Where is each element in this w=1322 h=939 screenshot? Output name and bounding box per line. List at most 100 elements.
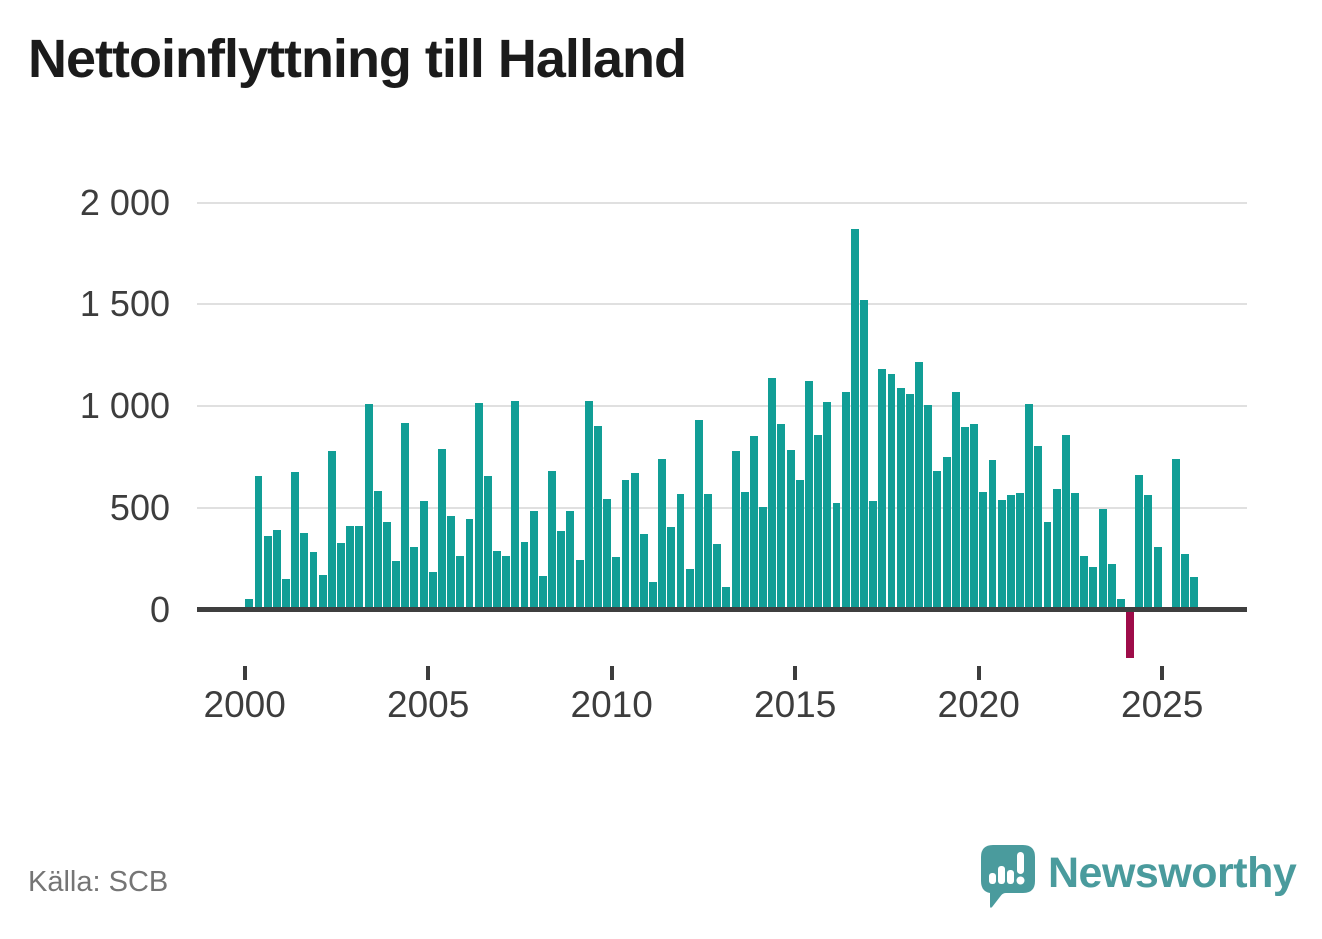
bar	[786, 450, 795, 610]
bar	[1080, 555, 1089, 610]
bar	[878, 369, 887, 610]
bar	[915, 362, 923, 610]
bar	[318, 575, 327, 610]
bar	[676, 493, 685, 610]
bar	[300, 533, 309, 610]
bar	[557, 530, 566, 610]
bar	[933, 471, 942, 610]
bar	[841, 392, 850, 610]
bar	[979, 491, 988, 610]
bar	[337, 543, 345, 610]
bar	[382, 521, 391, 610]
bar	[254, 476, 263, 610]
bar	[768, 377, 777, 610]
bar	[960, 426, 969, 610]
bar	[759, 506, 768, 610]
newsworthy-logo-icon	[981, 845, 1035, 908]
x-axis-tick	[426, 666, 431, 680]
bar	[309, 551, 318, 610]
bar	[1116, 598, 1125, 610]
x-axis-label: 2025	[1121, 684, 1204, 725]
bar	[1181, 554, 1190, 610]
y-axis-label: 2 000	[79, 181, 170, 223]
bar	[1153, 547, 1162, 610]
bar	[814, 435, 823, 610]
bar	[272, 530, 281, 610]
bar	[1135, 475, 1144, 610]
bar	[1071, 493, 1079, 610]
bar	[749, 436, 758, 610]
bar	[566, 511, 575, 610]
bar	[832, 503, 841, 610]
bar	[603, 498, 612, 610]
bar	[392, 560, 401, 610]
bar	[1061, 435, 1070, 610]
gridline	[197, 201, 1247, 204]
x-axis-line	[197, 607, 1247, 612]
chart-title: Nettoinflyttning till Halland	[28, 29, 687, 89]
x-axis-tick	[976, 666, 981, 680]
bar	[1006, 494, 1015, 610]
bar	[997, 500, 1006, 610]
bar	[1043, 521, 1052, 610]
bar	[713, 543, 722, 610]
x-axis-label: 2000	[203, 684, 286, 725]
bar	[639, 533, 648, 610]
y-axis-label: 500	[109, 486, 170, 528]
bar	[805, 380, 813, 610]
x-axis-label: 2005	[387, 684, 470, 725]
bar	[373, 491, 382, 610]
bar	[327, 450, 336, 610]
x-axis-label: 2020	[937, 684, 1020, 725]
y-axis-label: 1 000	[79, 385, 170, 426]
gridline	[197, 506, 1247, 509]
brand-footer: Newsworthy	[980, 844, 1297, 910]
bar	[1190, 576, 1199, 610]
bar	[924, 404, 933, 610]
bar	[777, 424, 786, 610]
bar	[474, 403, 483, 610]
bar	[740, 492, 749, 610]
bar	[364, 403, 373, 610]
bar	[1107, 564, 1116, 610]
bar	[1172, 458, 1180, 610]
bar	[529, 510, 538, 610]
bar	[1025, 403, 1034, 610]
bar	[419, 501, 428, 610]
bar	[951, 392, 960, 610]
bar	[970, 424, 979, 610]
bar	[1034, 445, 1043, 610]
bar	[1098, 509, 1107, 610]
gridline	[197, 405, 1247, 407]
bar	[795, 480, 804, 610]
bar	[823, 401, 832, 610]
bar	[493, 551, 501, 610]
bar	[667, 526, 676, 610]
bar	[869, 501, 878, 610]
bar	[731, 451, 740, 610]
bar	[896, 388, 905, 610]
bar	[685, 568, 694, 610]
bar	[584, 400, 593, 610]
x-axis-tick	[1160, 666, 1165, 680]
bar	[346, 526, 355, 610]
bar	[612, 556, 621, 610]
bar	[1016, 492, 1024, 610]
bar	[621, 480, 630, 610]
bar	[1052, 489, 1061, 610]
bar	[282, 579, 290, 610]
bar	[850, 228, 859, 610]
bar	[438, 449, 446, 610]
bar	[988, 460, 997, 610]
bar	[548, 470, 556, 610]
bar	[465, 519, 474, 610]
bar	[942, 456, 951, 610]
bar	[1089, 567, 1098, 610]
x-axis-label: 2015	[754, 684, 837, 725]
bar	[722, 587, 731, 610]
y-axis-label: 0	[149, 588, 170, 630]
bar	[520, 541, 529, 610]
x-axis-tick	[242, 666, 247, 680]
bar	[593, 426, 602, 610]
